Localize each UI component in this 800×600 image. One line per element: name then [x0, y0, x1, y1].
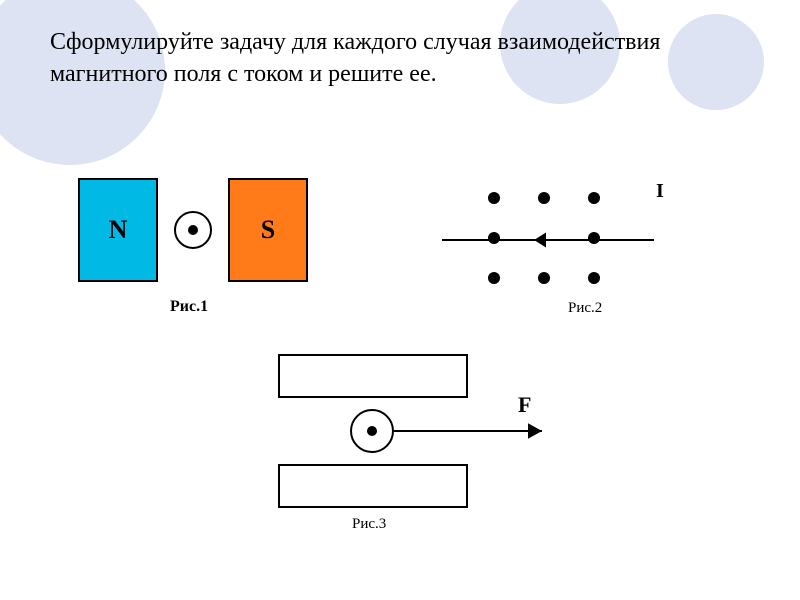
wire-out-of-page: [174, 211, 212, 249]
magnet-north-label: N: [109, 215, 128, 245]
current-label-i: I: [656, 180, 664, 203]
figure-2-caption: Рис.2: [568, 300, 602, 317]
wire-out-of-page: [350, 409, 394, 453]
force-label-f: F: [518, 392, 531, 418]
magnet-bottom: [278, 464, 468, 508]
wire-dot: [188, 225, 198, 235]
figure-1-caption: Рис.1: [170, 298, 208, 316]
magnet-top: [278, 354, 468, 398]
figure-2-svg: [458, 190, 468, 200]
force-arrow-svg: [278, 354, 288, 364]
figure-3-caption: Рис.3: [352, 516, 386, 533]
magnet-south-label: S: [261, 215, 275, 245]
magnet-south: S: [228, 178, 308, 282]
bg-circle-3: [668, 14, 764, 110]
wire-dot: [367, 426, 377, 436]
magnet-north: N: [78, 178, 158, 282]
page-title: Сформулируйте задачу для каждого случая …: [50, 26, 670, 90]
